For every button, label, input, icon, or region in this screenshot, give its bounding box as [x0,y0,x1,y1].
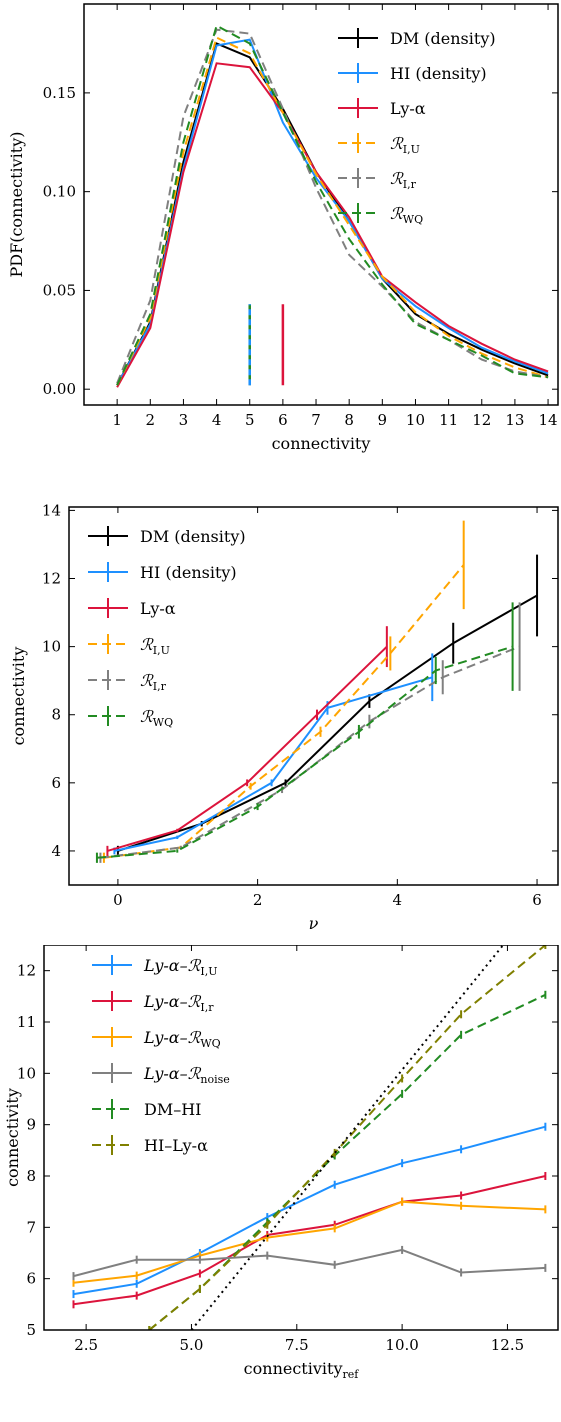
series-line [73,1248,546,1278]
plot-frame [83,3,559,406]
x-tick-label: 3 [179,411,189,429]
y-tick-label: 6 [51,774,61,792]
x-axis-label: connectivityref [244,1359,360,1381]
legend-label: Ly-α [390,99,426,118]
y-tick-label: 8 [51,706,61,724]
y-tick-label: 12 [17,962,36,980]
y-axis-label: PDF(connectivity) [7,132,26,278]
legend-label: ℛI,r [390,169,417,191]
y-tick-label: 0.00 [43,380,76,398]
legend-label: ℛWQ [140,707,173,729]
legend-label: ℛWQ [390,204,423,226]
legend-label: ℛI,U [390,134,420,156]
legend-label: Ly-α–ℛnoise [143,1064,230,1086]
x-tick-label: 5 [245,411,255,429]
series-line [96,645,513,859]
series-line [116,24,549,386]
x-tick-label: 10 [406,411,425,429]
x-tick-label: 6 [278,411,288,429]
y-tick-label: 14 [42,501,61,519]
legend-label: HI (density) [390,64,487,83]
series-line [103,564,465,859]
series-line [116,38,549,386]
legend-label: HI (density) [140,563,237,582]
x-tick-label: 6 [532,891,542,909]
y-tick-label: 0.05 [43,281,76,299]
y-tick-label: 6 [26,1270,36,1288]
x-tick-label: 0 [113,891,123,909]
legend-label: ℛI,r [140,671,167,693]
y-tick-label: 10 [17,1064,36,1082]
plot-area [95,520,539,863]
series-line [116,62,549,388]
x-tick-label: 2 [253,891,263,909]
series-line [73,1125,546,1296]
x-tick-label: 14 [539,411,558,429]
legend-label: DM–HI [144,1100,201,1119]
x-tick-label: 8 [344,411,354,429]
series-line [116,28,549,384]
plot-frame [68,506,559,886]
legend-label: Ly-α–ℛWQ [143,1028,221,1050]
x-tick-label: 7.5 [285,1336,309,1354]
y-tick-label: 12 [42,570,61,588]
y-axis-label: connectivity [9,647,28,746]
series-line [114,676,433,852]
y-axis-label: connectivity [3,1088,22,1187]
x-axis-label: ν [309,914,319,933]
pdf-connectivity-chart: 1 2 3 4 5 6 7 8 9 10 11 12 13 140.000.050.100.15conne… [7,3,559,453]
series-line [100,645,520,859]
legend: DM (density) HI (density) Ly-α ℛI,U ℛI,r ℛWQ [338,28,496,226]
x-tick-label: 2.5 [74,1336,98,1354]
legend-label: DM (density) [390,29,496,48]
plot-frame [43,945,559,1331]
y-tick-label: 0.15 [43,84,76,102]
x-tick-label: 11 [439,411,458,429]
legend: Ly-α–ℛI,U Ly-α–ℛI,r Ly-α–ℛWQ Ly-α–ℛnoise DM–… [92,955,230,1155]
series-line [190,945,504,1330]
y-tick-label: 10 [42,638,61,656]
legend-label: DM (density) [140,527,246,546]
y-tick-label: 11 [17,1013,36,1031]
legend: DM (density) HI (density) Ly-α ℛI,U ℛI,r ℛWQ [88,526,246,729]
x-tick-label: 7 [311,411,321,429]
x-tick-label: 2 [146,411,156,429]
series-line [116,36,549,386]
connectivity-comparison-chart: 2.5 5.0 7.5 10.0 12.5 5 6 7 8 9 10 11 12 connectivity… [3,945,559,1381]
connectivity-vs-nu-chart: 0 2 4 6 4 6 8 10 12 14 ν connectivity DM (density) HI… [9,501,559,933]
x-tick-label: 13 [505,411,524,429]
y-tick-label: 7 [26,1218,36,1236]
x-tick-label: 5.0 [180,1336,204,1354]
series-line [116,42,549,386]
legend-label: HI–Ly-α [144,1136,208,1155]
legend-label: Ly-α [140,599,176,618]
plot-area [116,24,549,388]
x-tick-label: 12 [472,411,491,429]
x-axis-label: connectivity [272,434,371,453]
x-tick-label: 4 [393,891,403,909]
legend-label: ℛI,U [140,635,170,657]
x-tick-label: 12.5 [491,1336,524,1354]
plot-area [72,945,547,1330]
x-tick-label: 1 [112,411,122,429]
series-line [73,1175,546,1306]
legend-label: Ly-α–ℛI,r [143,992,214,1014]
x-tick-label: 10.0 [385,1336,418,1354]
legend-label: Ly-α–ℛI,U [143,956,217,978]
y-tick-label: 5 [26,1321,36,1339]
x-tick-label: 9 [378,411,388,429]
y-tick-label: 4 [51,842,61,860]
y-tick-label: 0.10 [43,183,76,201]
y-tick-label: 8 [26,1167,36,1185]
series-line [73,1200,546,1284]
series-line [117,594,538,852]
x-tick-label: 4 [212,411,222,429]
y-tick-label: 9 [26,1116,36,1134]
